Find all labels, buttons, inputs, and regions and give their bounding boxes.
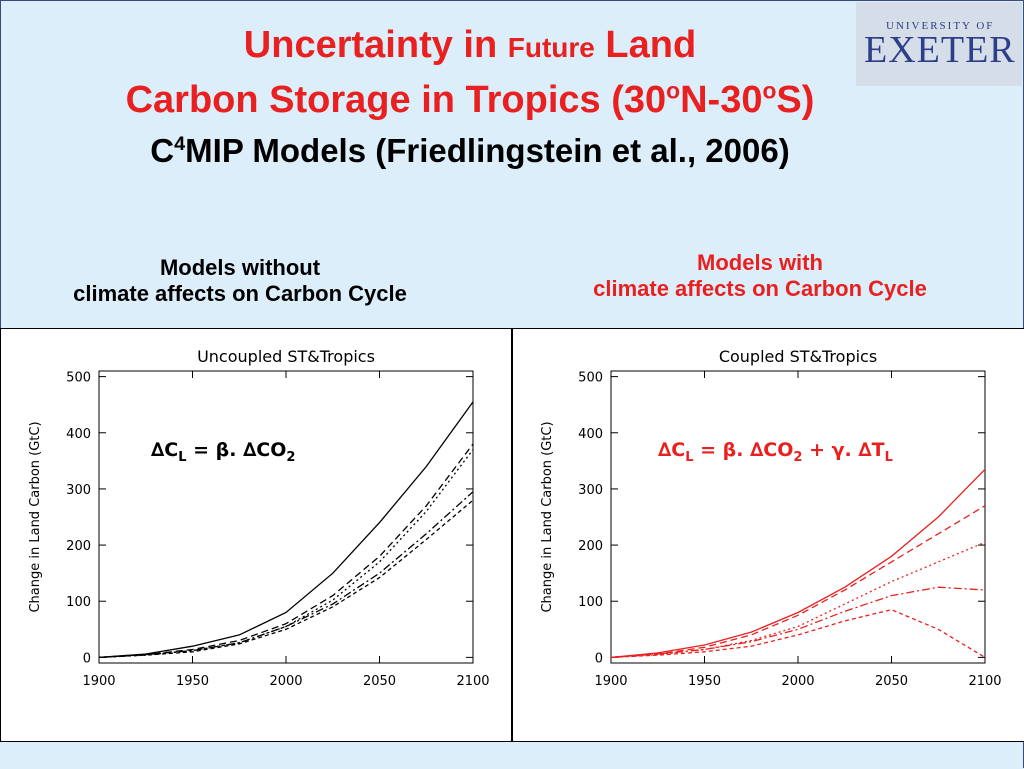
y-tick-label: 300 (578, 483, 603, 498)
y-axis-label: Change in Land Carbon (GtC) (28, 421, 43, 612)
equation-annotation: ∆CL = β. ∆CO2 (151, 439, 295, 465)
x-tick-label: 2100 (456, 674, 489, 689)
series-line-3 (610, 541, 986, 659)
series-line-1 (610, 468, 986, 659)
title-line-3-a: C (150, 132, 175, 169)
title-line-2-sup2: o (762, 77, 777, 104)
title-line-1-b: Future (507, 32, 595, 63)
series-line-4 (98, 491, 474, 659)
uncoupled-chart: Uncoupled ST&Tropics 0 100 200 300 400 500 1900… (28, 347, 490, 689)
title-line-3-sup: 4 (174, 133, 186, 155)
x-tick-label: 1950 (688, 674, 721, 689)
title-line-1-c: Land (605, 24, 697, 66)
title-line-2-a: Carbon Storage in Tropics (30 (125, 79, 667, 121)
title-line-2-c: S) (776, 79, 815, 121)
x-tick-label: 1900 (82, 674, 115, 689)
series-line-1 (98, 401, 474, 659)
y-tick-label: 500 (578, 371, 603, 386)
series-line-2 (98, 443, 474, 659)
subtitle-right: Models with climate affects on Carbon Cy… (520, 250, 1000, 302)
title-line-3-b: MIP Models (Friedlingstein et al., 2006) (185, 132, 790, 169)
y-tick-label: 200 (578, 539, 603, 554)
x-tick-label: 2000 (269, 674, 302, 689)
y-tick-label: 100 (578, 595, 603, 610)
y-tick-label: 400 (66, 427, 91, 442)
logo-small-text: UNIVERSITY OF (886, 20, 995, 32)
title-line-1: Uncertainty in Future Land (0, 24, 940, 67)
y-tick-label: 300 (66, 483, 91, 498)
x-tick-label: 2050 (875, 674, 908, 689)
plot-frame (98, 370, 474, 664)
y-tick-label: 200 (66, 539, 91, 554)
title-line-2: Carbon Storage in Tropics (30oN-30oS) (0, 79, 940, 122)
subtitle-left-line2: climate affects on Carbon Cycle (73, 281, 407, 306)
y-axis-label: Change in Land Carbon (GtC) (540, 421, 555, 612)
university-logo: UNIVERSITY OF EXETER (856, 2, 1022, 86)
logo-big-text: EXETER (864, 29, 1016, 71)
y-tick-label: 500 (66, 371, 91, 386)
series-line-5 (98, 499, 474, 659)
series-line-3 (98, 449, 474, 659)
chart-title: Coupled ST&Tropics (719, 347, 877, 366)
subtitle-left: Models without climate affects on Carbon… (10, 255, 470, 307)
bottom-band (0, 741, 1023, 769)
x-tick-label: 1950 (176, 674, 209, 689)
x-tick-label: 2000 (781, 674, 814, 689)
y-tick-label: 100 (66, 595, 91, 610)
title-line-2-sup1: o (666, 77, 681, 104)
x-tick-label: 1900 (594, 674, 627, 689)
title-line-2-b: N-30 (680, 79, 763, 121)
equation-annotation: ∆CL = β. ∆CO2 + γ. ∆TL (658, 439, 893, 465)
series-line-2 (610, 505, 986, 659)
y-tick-label: 0 (595, 651, 603, 666)
x-tick-label: 2050 (363, 674, 396, 689)
right-chart-panel: Coupled ST&Tropics 0 100 200 300 400 500 1900 19… (512, 328, 1024, 742)
series-line-5 (610, 609, 986, 659)
y-tick-label: 400 (578, 427, 603, 442)
chart-title: Uncoupled ST&Tropics (197, 347, 375, 366)
subtitle-right-line1: Models with (697, 250, 823, 275)
subtitle-left-line1: Models without (159, 255, 321, 280)
title-line-3: C4MIP Models (Friedlingstein et al., 200… (0, 132, 940, 170)
subtitle-right-line2: climate affects on Carbon Cycle (593, 276, 927, 301)
series-line-4 (610, 586, 986, 659)
title-line-1-a: Uncertainty in (243, 24, 498, 66)
x-tick-label: 2100 (968, 674, 1001, 689)
left-chart-panel: Uncoupled ST&Tropics 0 100 200 300 400 500 1900… (0, 328, 512, 742)
y-tick-label: 0 (83, 651, 91, 666)
coupled-chart: Coupled ST&Tropics 0 100 200 300 400 500 1900 19… (540, 347, 1002, 689)
plot-frame (610, 370, 986, 664)
